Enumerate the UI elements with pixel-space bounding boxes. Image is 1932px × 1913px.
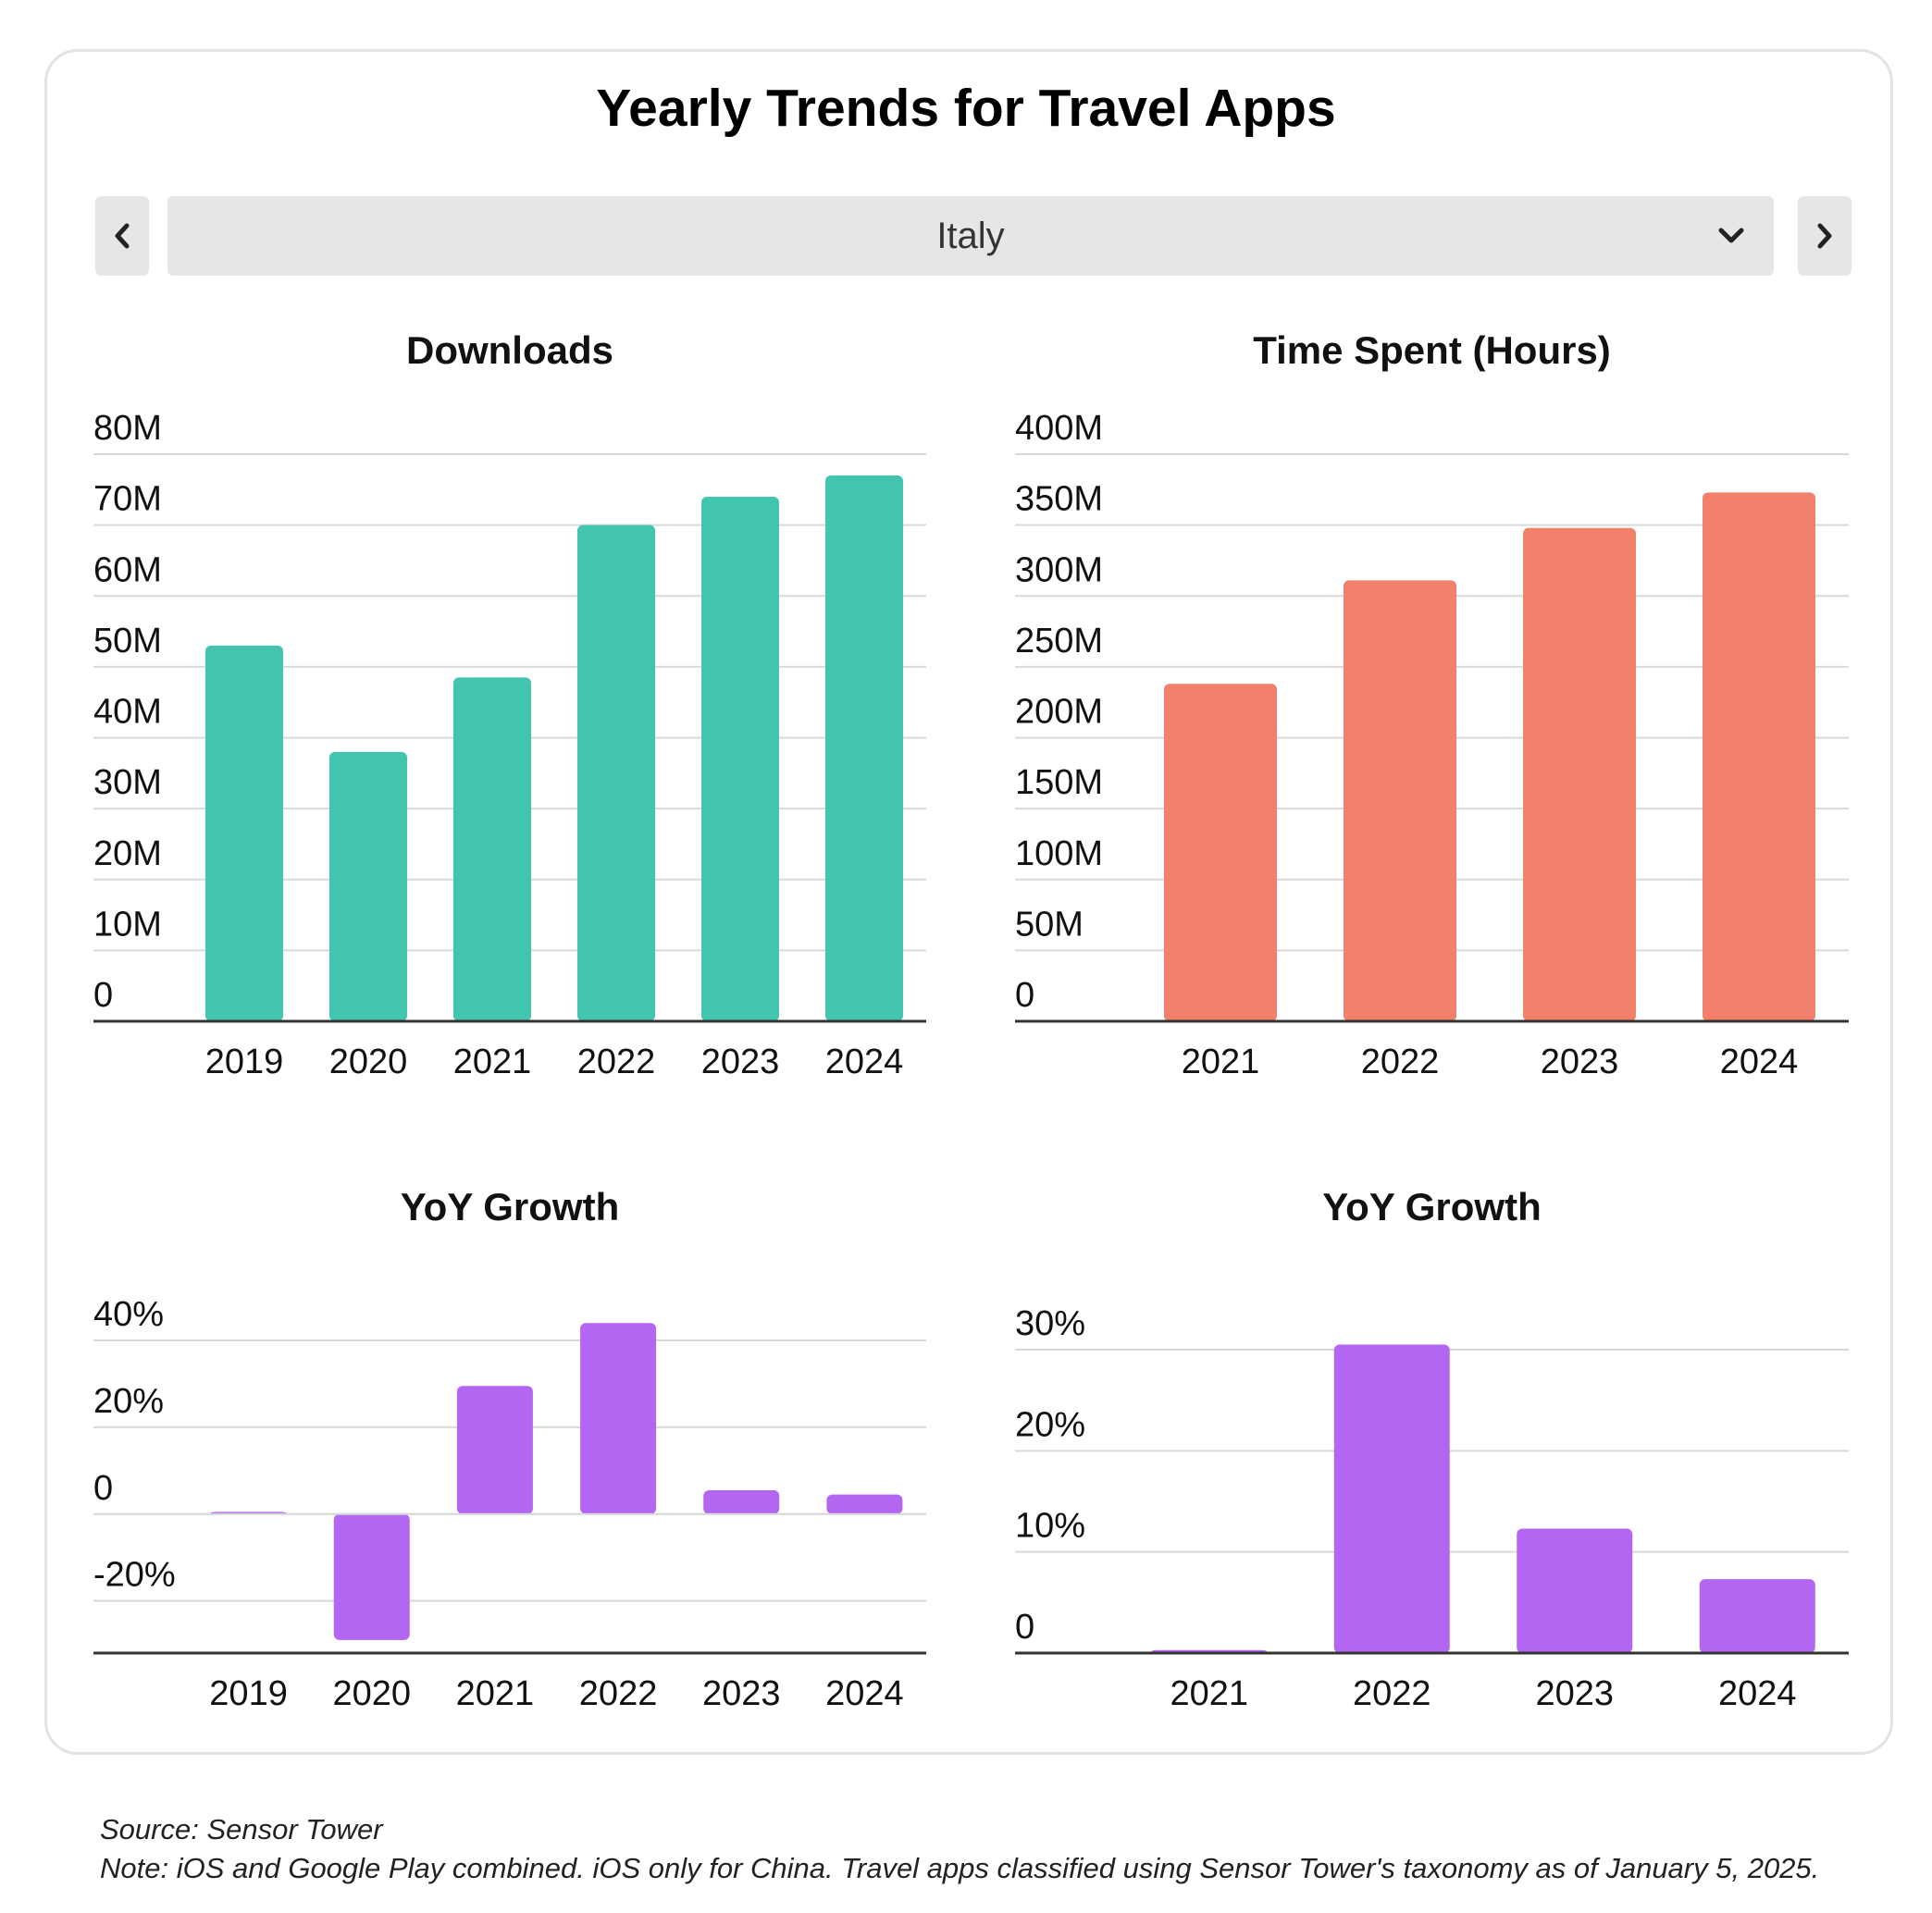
- x-tick-label: 2022: [1353, 1674, 1431, 1713]
- x-tick-label: 2021: [456, 1674, 535, 1713]
- prev-button[interactable]: [95, 196, 149, 276]
- chart-4: YoY Growth 0 10% 20% 30% 2021 2022 2023 2024: [1015, 1185, 1849, 1713]
- y-tick-label: 100M: [1015, 834, 1103, 873]
- y-tick-label: 0: [93, 1469, 113, 1508]
- x-tick-label: 2022: [579, 1674, 658, 1713]
- bar-2023: [1523, 527, 1636, 1021]
- x-tick-label: 2023: [702, 1674, 781, 1713]
- x-tick-label: 2021: [453, 1043, 532, 1081]
- y-tick-label: 250M: [1015, 622, 1103, 660]
- x-tick-label: 2024: [825, 1674, 904, 1713]
- x-tick-label: 2022: [1361, 1043, 1440, 1081]
- bar-2024: [826, 1494, 903, 1514]
- bar-2023: [1517, 1528, 1633, 1653]
- x-tick-label: 2023: [701, 1043, 780, 1081]
- bar-2022: [1344, 580, 1456, 1021]
- x-tick-label: 2020: [329, 1043, 408, 1081]
- bar-2022: [580, 1323, 657, 1514]
- next-button[interactable]: [1798, 196, 1852, 276]
- y-tick-label: 400M: [1015, 409, 1103, 448]
- y-tick-label: 0: [1015, 1608, 1034, 1647]
- y-tick-label: 0: [1015, 976, 1034, 1015]
- y-tick-label: 50M: [1015, 905, 1084, 944]
- chevron-right-icon: [1817, 223, 1832, 249]
- x-tick-label: 2024: [1718, 1674, 1797, 1713]
- bar-2021: [453, 677, 531, 1021]
- y-tick-label: 70M: [93, 480, 162, 519]
- chart-title: Time Spent (Hours): [1253, 328, 1611, 372]
- country-select[interactable]: Italy: [167, 196, 1774, 276]
- y-tick-label: 20%: [1015, 1405, 1085, 1444]
- y-tick-label: 10M: [93, 905, 162, 944]
- bar-2024: [825, 475, 903, 1021]
- chart-title: YoY Growth: [1322, 1185, 1541, 1228]
- y-tick-label: 200M: [1015, 693, 1103, 732]
- x-tick-label: 2024: [1720, 1043, 1799, 1081]
- chart-1: Downloads 0 10M 20M 30M 40M 50M 60M 70M 80M 2019 20…: [93, 328, 926, 1081]
- y-tick-label: 10%: [1015, 1507, 1085, 1546]
- x-tick-label: 2024: [825, 1043, 904, 1081]
- page-title: Yearly Trends for Travel Apps: [596, 79, 1336, 138]
- footer-source: Source: Sensor Tower: [100, 1813, 383, 1845]
- footer-note: Note: iOS and Google Play combined. iOS …: [100, 1852, 1820, 1884]
- x-tick-label: 2021: [1170, 1674, 1248, 1713]
- chart-title: Downloads: [406, 328, 613, 372]
- y-tick-label: 150M: [1015, 763, 1103, 802]
- bar-2021: [456, 1386, 533, 1514]
- x-tick-label: 2023: [1535, 1674, 1614, 1713]
- bar-2024: [1699, 1579, 1815, 1653]
- y-tick-label: -20%: [93, 1556, 176, 1595]
- bar-2021: [1164, 684, 1277, 1021]
- chevron-down-icon: [1718, 228, 1744, 243]
- charts-area: Downloads 0 10M 20M 30M 40M 50M 60M 70M 80M 2019 20…: [93, 328, 1849, 1713]
- y-tick-label: 40M: [93, 693, 162, 732]
- y-tick-label: 20M: [93, 834, 162, 873]
- y-tick-label: 30M: [93, 763, 162, 802]
- y-tick-label: 40%: [93, 1295, 164, 1334]
- x-tick-label: 2019: [205, 1043, 284, 1081]
- y-tick-label: 20%: [93, 1382, 164, 1421]
- bar-2022: [1333, 1344, 1450, 1653]
- chart-title: YoY Growth: [401, 1185, 619, 1228]
- x-tick-label: 2022: [577, 1043, 656, 1081]
- chevron-left-icon: [115, 223, 130, 249]
- bar-2020: [333, 1513, 410, 1640]
- bar-2019: [205, 645, 283, 1021]
- x-tick-label: 2023: [1541, 1043, 1619, 1081]
- y-tick-label: 350M: [1015, 480, 1103, 519]
- x-tick-label: 2019: [209, 1674, 288, 1713]
- bar-2020: [329, 751, 407, 1021]
- chart-2: Time Spent (Hours) 0 50M 100M 150M 200M 250M 30…: [1015, 328, 1849, 1081]
- bar-2024: [1703, 492, 1815, 1021]
- y-tick-label: 50M: [93, 622, 162, 660]
- y-tick-label: 0: [93, 976, 113, 1015]
- y-tick-label: 30%: [1015, 1304, 1085, 1343]
- x-tick-label: 2020: [332, 1674, 411, 1713]
- chart-3: YoY Growth -20% 0 20% 40% 2019 2020 2021 2022 202…: [93, 1185, 926, 1713]
- bar-2022: [577, 525, 655, 1021]
- country-select-value: Italy: [936, 216, 1005, 256]
- y-tick-label: 60M: [93, 550, 162, 589]
- bar-2023: [701, 496, 779, 1021]
- y-tick-label: 300M: [1015, 550, 1103, 589]
- x-tick-label: 2021: [1182, 1043, 1260, 1081]
- y-tick-label: 80M: [93, 409, 162, 448]
- bar-2023: [703, 1489, 780, 1514]
